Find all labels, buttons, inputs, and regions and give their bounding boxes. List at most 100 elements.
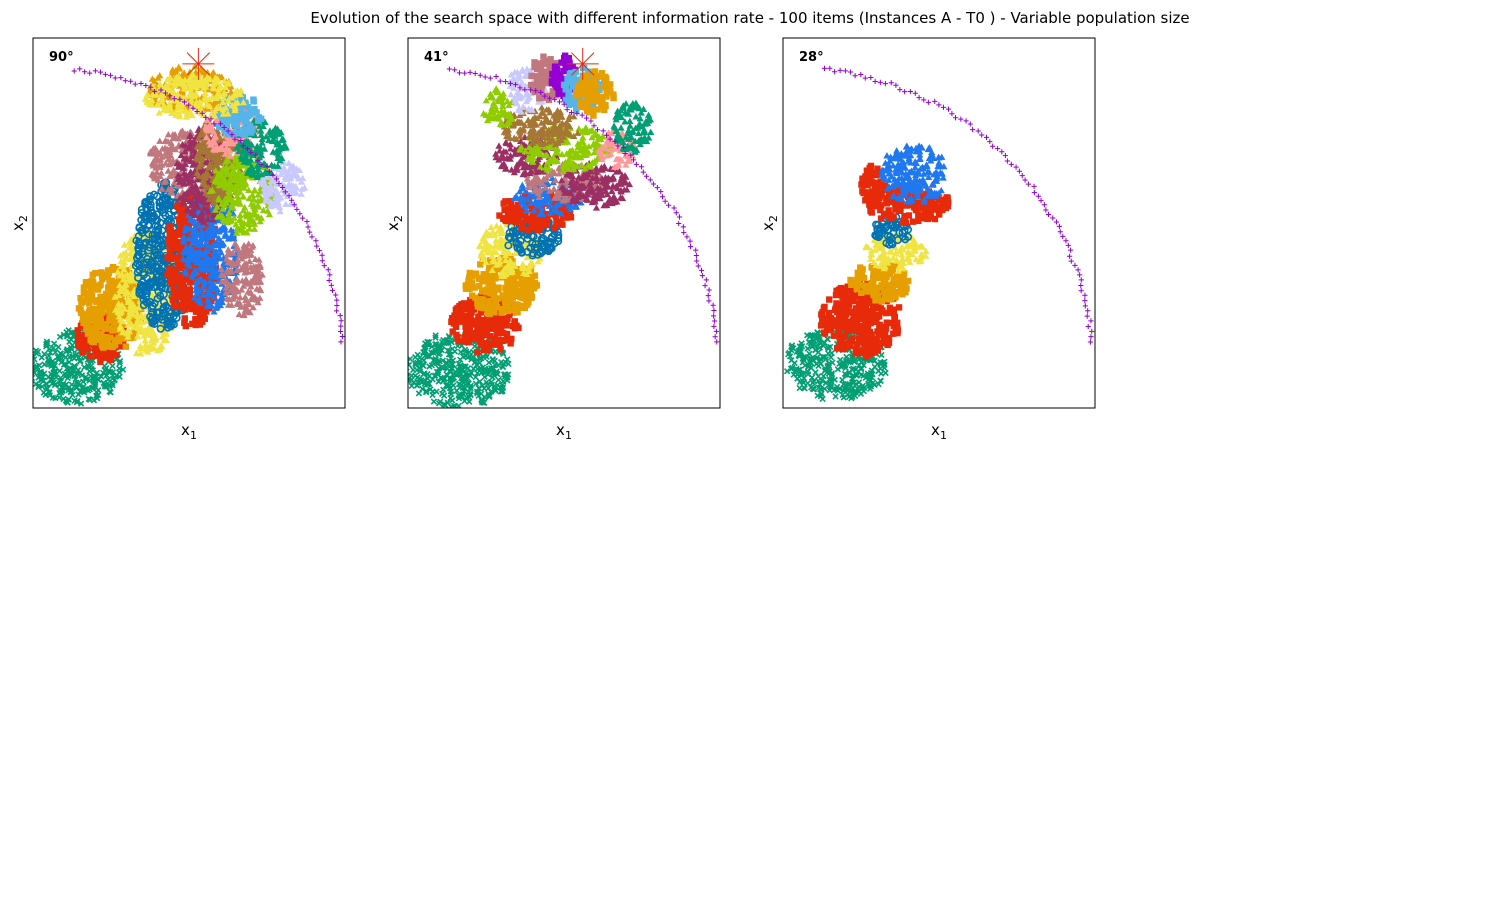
data-point xyxy=(201,159,209,166)
data-point xyxy=(148,263,157,272)
data-point xyxy=(479,287,486,294)
data-point xyxy=(137,205,146,214)
data-point xyxy=(239,114,246,121)
data-point xyxy=(133,296,141,304)
data-point xyxy=(154,150,163,158)
data-point xyxy=(208,238,216,246)
data-point xyxy=(252,273,260,280)
data-point xyxy=(132,307,140,314)
data-point xyxy=(210,285,218,292)
data-point xyxy=(245,225,254,232)
data-point xyxy=(215,234,223,242)
data-point xyxy=(56,389,63,397)
data-point xyxy=(501,337,508,344)
front-point xyxy=(338,323,344,329)
data-point xyxy=(171,134,179,141)
data-point xyxy=(429,391,436,399)
data-point xyxy=(483,353,490,360)
front-point xyxy=(132,81,138,87)
front-point xyxy=(240,143,246,149)
data-point xyxy=(467,384,474,392)
data-point xyxy=(495,341,502,348)
data-point xyxy=(179,164,188,172)
data-point xyxy=(228,201,236,208)
data-point xyxy=(158,145,166,152)
data-point xyxy=(103,383,111,390)
data-point xyxy=(201,96,209,103)
data-point xyxy=(192,321,199,329)
data-point xyxy=(231,92,239,99)
data-point xyxy=(186,107,194,115)
front-point xyxy=(138,80,144,87)
data-point xyxy=(449,328,456,335)
data-point xyxy=(139,295,148,304)
data-point xyxy=(509,294,516,301)
data-point xyxy=(272,172,281,179)
data-point xyxy=(107,368,114,376)
data-point xyxy=(201,302,209,310)
data-point xyxy=(202,133,211,141)
data-point xyxy=(212,150,220,158)
data-point xyxy=(176,79,185,87)
data-point xyxy=(439,357,447,364)
data-point xyxy=(144,327,152,334)
data-point xyxy=(46,345,53,352)
data-point xyxy=(224,301,233,308)
data-point xyxy=(462,370,469,377)
data-point xyxy=(204,191,213,198)
data-point xyxy=(455,309,462,317)
data-point xyxy=(161,330,169,337)
front-point xyxy=(338,318,344,324)
data-point xyxy=(476,355,483,362)
data-point xyxy=(191,62,199,70)
data-point xyxy=(503,330,511,338)
data-point xyxy=(238,162,247,169)
data-point xyxy=(161,177,170,184)
data-point xyxy=(115,312,123,320)
data-point xyxy=(240,184,248,191)
data-point xyxy=(85,309,93,316)
data-point xyxy=(91,378,98,385)
data-point xyxy=(197,109,206,116)
data-point xyxy=(237,152,245,160)
data-point xyxy=(257,144,265,151)
data-point xyxy=(158,153,166,160)
data-point xyxy=(259,206,268,213)
data-point xyxy=(169,296,177,303)
data-point xyxy=(504,280,511,288)
data-point xyxy=(178,230,186,237)
data-point xyxy=(149,170,158,178)
data-point xyxy=(194,207,202,214)
data-point xyxy=(430,398,438,405)
data-point xyxy=(86,300,93,307)
data-point xyxy=(228,169,236,177)
data-point xyxy=(236,211,244,219)
data-point xyxy=(204,287,212,294)
data-point xyxy=(144,246,153,255)
data-point xyxy=(47,361,54,368)
data-point xyxy=(481,373,488,381)
data-point xyxy=(152,335,160,342)
data-point xyxy=(408,374,411,381)
data-point xyxy=(451,312,458,319)
data-point xyxy=(114,308,122,316)
data-point xyxy=(171,131,179,138)
data-point xyxy=(486,310,493,318)
data-point xyxy=(209,215,217,223)
data-point xyxy=(256,217,264,225)
data-point xyxy=(234,300,242,308)
data-point xyxy=(199,291,208,298)
data-point xyxy=(494,319,501,326)
data-point xyxy=(486,392,493,399)
data-point xyxy=(165,237,173,244)
data-point xyxy=(424,379,431,386)
data-point xyxy=(236,90,245,98)
data-point xyxy=(78,372,86,379)
data-point xyxy=(117,262,125,270)
data-point xyxy=(182,151,191,158)
data-point xyxy=(137,344,145,351)
data-point xyxy=(507,298,515,306)
data-point xyxy=(187,172,195,179)
data-point xyxy=(514,292,522,300)
data-point xyxy=(176,174,184,181)
